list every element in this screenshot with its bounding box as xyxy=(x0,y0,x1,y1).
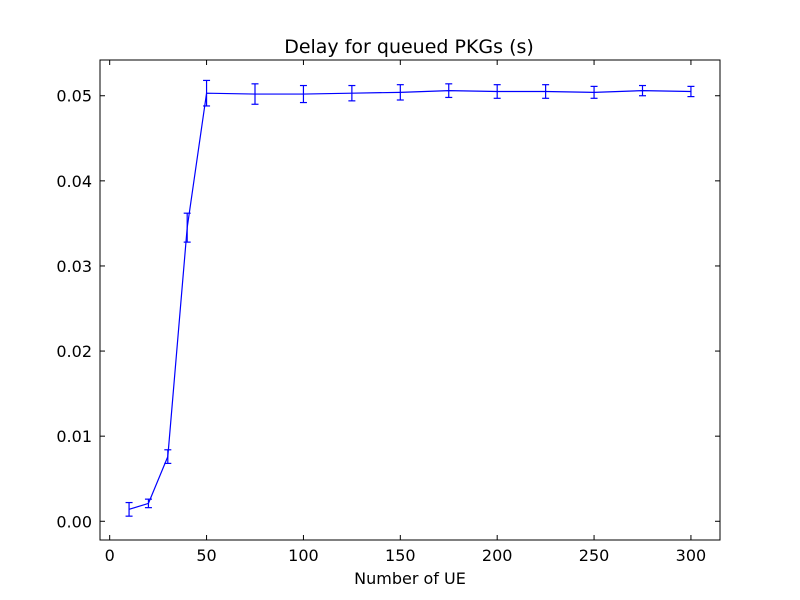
x-tick-label: 300 xyxy=(676,546,707,565)
error-bar xyxy=(542,84,550,99)
axes-frame xyxy=(99,59,721,541)
y-tick-label: 0.00 xyxy=(56,512,92,531)
y-tick-label: 0.05 xyxy=(56,87,92,106)
x-tick-label: 50 xyxy=(196,546,216,565)
error-bar xyxy=(348,84,356,102)
y-axis: 0.00 0.01 0.02 0.03 0.04 0.05 xyxy=(56,87,720,531)
error-bar xyxy=(203,79,211,107)
x-axis: 0 50 100 150 200 250 300 xyxy=(105,60,707,565)
error-bar xyxy=(144,498,152,509)
x-tick-label: 100 xyxy=(288,546,319,565)
plot-area xyxy=(125,79,695,517)
error-bar xyxy=(125,501,133,517)
error-bar xyxy=(590,85,598,99)
error-bar xyxy=(183,212,191,243)
y-tick-label: 0.04 xyxy=(56,172,92,191)
y-tick-label: 0.03 xyxy=(56,257,92,276)
chart-title: Delay for queued PKGs (s) xyxy=(284,36,534,58)
error-bar xyxy=(251,83,259,105)
y-tick-label: 0.01 xyxy=(56,427,92,446)
error-bar xyxy=(396,84,404,101)
x-tick-label: 150 xyxy=(385,546,416,565)
error-bar xyxy=(299,84,307,104)
y-tick-label: 0.02 xyxy=(56,342,92,361)
error-bar xyxy=(493,84,501,99)
x-axis-label: Number of UE xyxy=(354,569,466,588)
error-bar xyxy=(687,85,695,98)
x-tick-label: 200 xyxy=(482,546,513,565)
error-bar xyxy=(639,84,646,97)
error-bar xyxy=(164,449,172,465)
x-tick-label: 250 xyxy=(579,546,610,565)
error-bar xyxy=(445,83,453,99)
x-tick-label: 0 xyxy=(105,546,115,565)
